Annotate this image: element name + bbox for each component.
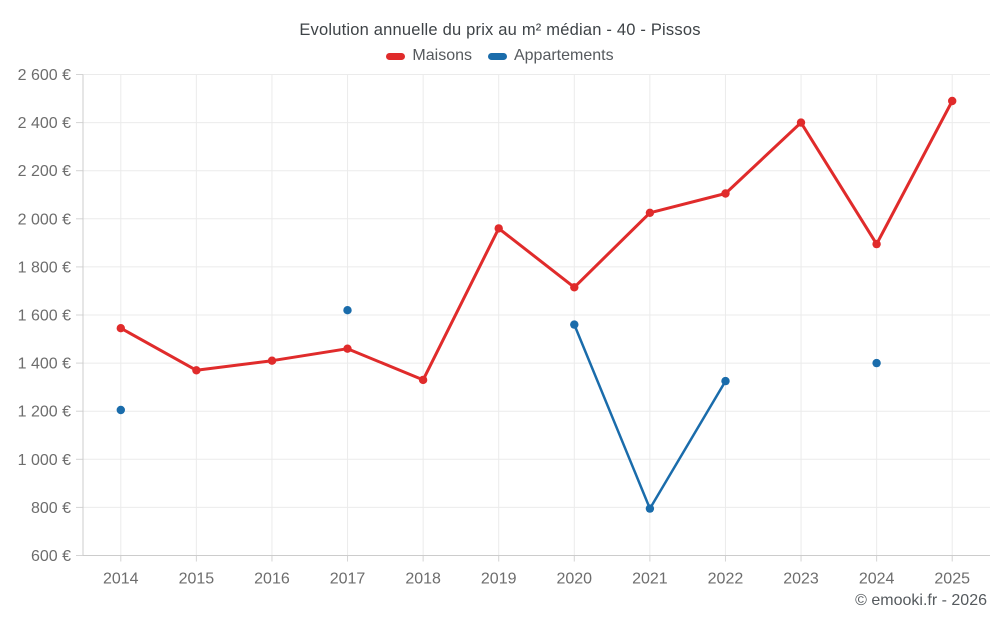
svg-text:1 600 €: 1 600 € [18, 308, 71, 325]
svg-text:2 200 €: 2 200 € [18, 163, 71, 180]
svg-text:2019: 2019 [481, 571, 517, 588]
svg-text:2022: 2022 [708, 571, 744, 588]
chart-title: Evolution annuelle du prix au m² médian … [299, 21, 701, 39]
svg-text:1 000 €: 1 000 € [18, 452, 71, 469]
svg-text:1 400 €: 1 400 € [18, 356, 71, 373]
legend-item-appartements[interactable]: Appartements [487, 47, 614, 65]
maisons-series-swatch-icon [386, 52, 406, 60]
svg-text:2016: 2016 [254, 571, 290, 588]
svg-text:2023: 2023 [783, 571, 819, 588]
svg-text:1 200 €: 1 200 € [18, 404, 71, 421]
svg-text:1 800 €: 1 800 € [18, 259, 71, 276]
svg-text:600 €: 600 € [31, 548, 71, 565]
svg-text:2020: 2020 [556, 571, 592, 588]
svg-text:2025: 2025 [934, 571, 970, 588]
appartements-series-swatch-icon [487, 52, 507, 60]
svg-text:2017: 2017 [330, 571, 366, 588]
svg-text:2021: 2021 [632, 571, 668, 588]
svg-text:2024: 2024 [859, 571, 895, 588]
copyright-watermark: © emooki.fr - 2026 [855, 592, 987, 609]
legend-label-appartements: Appartements [513, 47, 614, 64]
svg-text:2 600 €: 2 600 € [18, 67, 71, 84]
svg-text:800 €: 800 € [31, 500, 71, 517]
svg-text:2 400 €: 2 400 € [18, 115, 71, 132]
svg-text:2015: 2015 [179, 571, 215, 588]
legend-label-maisons: Maisons [412, 47, 472, 64]
svg-text:2 000 €: 2 000 € [18, 211, 71, 228]
svg-text:2014: 2014 [103, 571, 139, 588]
svg-text:2018: 2018 [405, 571, 441, 588]
legend: Maisons Appartements [0, 45, 1000, 67]
legend-item-maisons[interactable]: Maisons [386, 47, 472, 65]
